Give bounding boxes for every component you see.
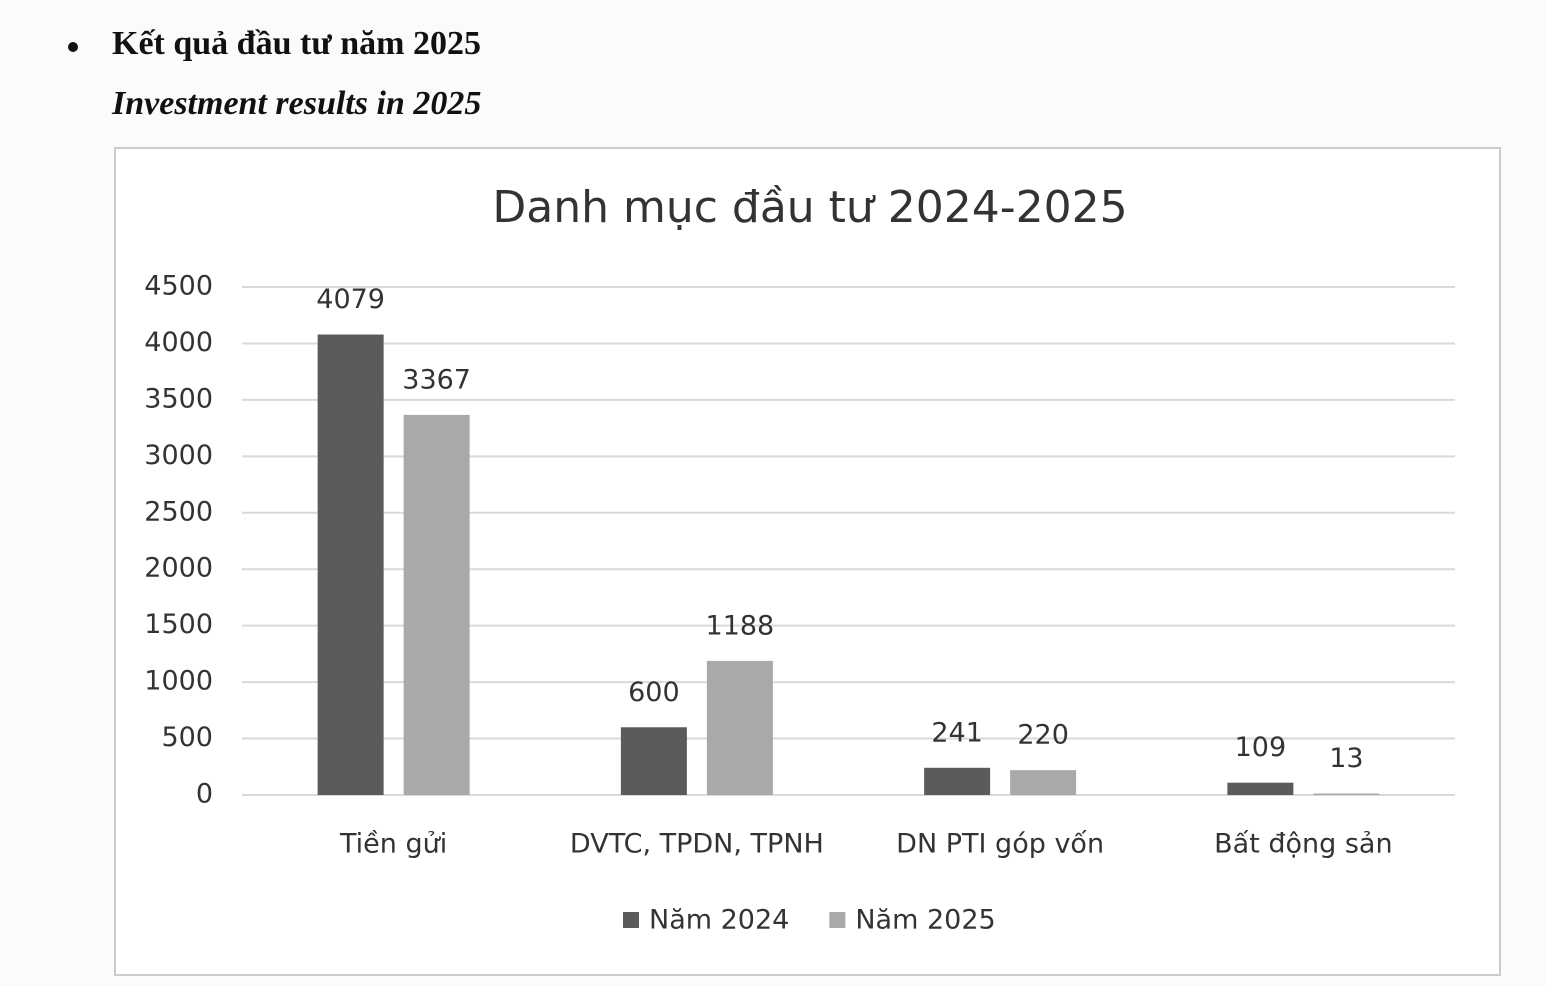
data-label: 220 bbox=[1017, 720, 1069, 751]
data-label: 3367 bbox=[402, 364, 471, 395]
bar bbox=[924, 767, 991, 795]
y-tick-label: 3500 bbox=[144, 383, 213, 414]
legend-swatch bbox=[623, 912, 639, 928]
y-tick-label: 2000 bbox=[144, 553, 213, 584]
y-tick-label: 1000 bbox=[144, 666, 213, 697]
data-label: 4079 bbox=[316, 284, 385, 315]
legend-swatch bbox=[829, 912, 846, 928]
y-tick-label: 4500 bbox=[144, 271, 213, 302]
legend-label: Năm 2024 bbox=[649, 905, 789, 936]
chart-title: Danh mục đầu tư 2024-2025 bbox=[492, 182, 1127, 233]
legend-label: Năm 2025 bbox=[855, 905, 995, 936]
bar bbox=[317, 334, 384, 795]
y-tick-label: 0 bbox=[196, 779, 213, 810]
y-tick-label: 3000 bbox=[144, 440, 213, 471]
x-tick-label: Tiền gửi bbox=[339, 829, 447, 860]
x-tick-label: DVTC, TPDN, TPNH bbox=[570, 829, 824, 860]
data-label: 241 bbox=[931, 717, 983, 748]
y-tick-label: 500 bbox=[161, 722, 213, 753]
bar bbox=[706, 660, 773, 795]
bar bbox=[620, 727, 687, 795]
x-tick-label: Bất động sản bbox=[1214, 829, 1392, 860]
data-label: 109 bbox=[1235, 732, 1287, 763]
y-tick-label: 1500 bbox=[144, 609, 213, 640]
bar bbox=[1227, 782, 1294, 795]
heading: Kết quả đầu tư năm 2025 bbox=[112, 25, 481, 62]
data-label: 13 bbox=[1329, 743, 1363, 774]
bullet bbox=[68, 42, 78, 52]
x-tick-label: DN PTI góp vốn bbox=[896, 829, 1104, 860]
data-label: 600 bbox=[628, 677, 680, 708]
data-label: 1188 bbox=[706, 610, 775, 641]
y-tick-label: 2500 bbox=[144, 496, 213, 527]
bar bbox=[403, 414, 470, 795]
bar bbox=[1313, 793, 1380, 795]
y-tick-label: 4000 bbox=[144, 327, 213, 358]
subheading: Investment results in 2025 bbox=[111, 85, 481, 122]
bar bbox=[1010, 770, 1077, 795]
